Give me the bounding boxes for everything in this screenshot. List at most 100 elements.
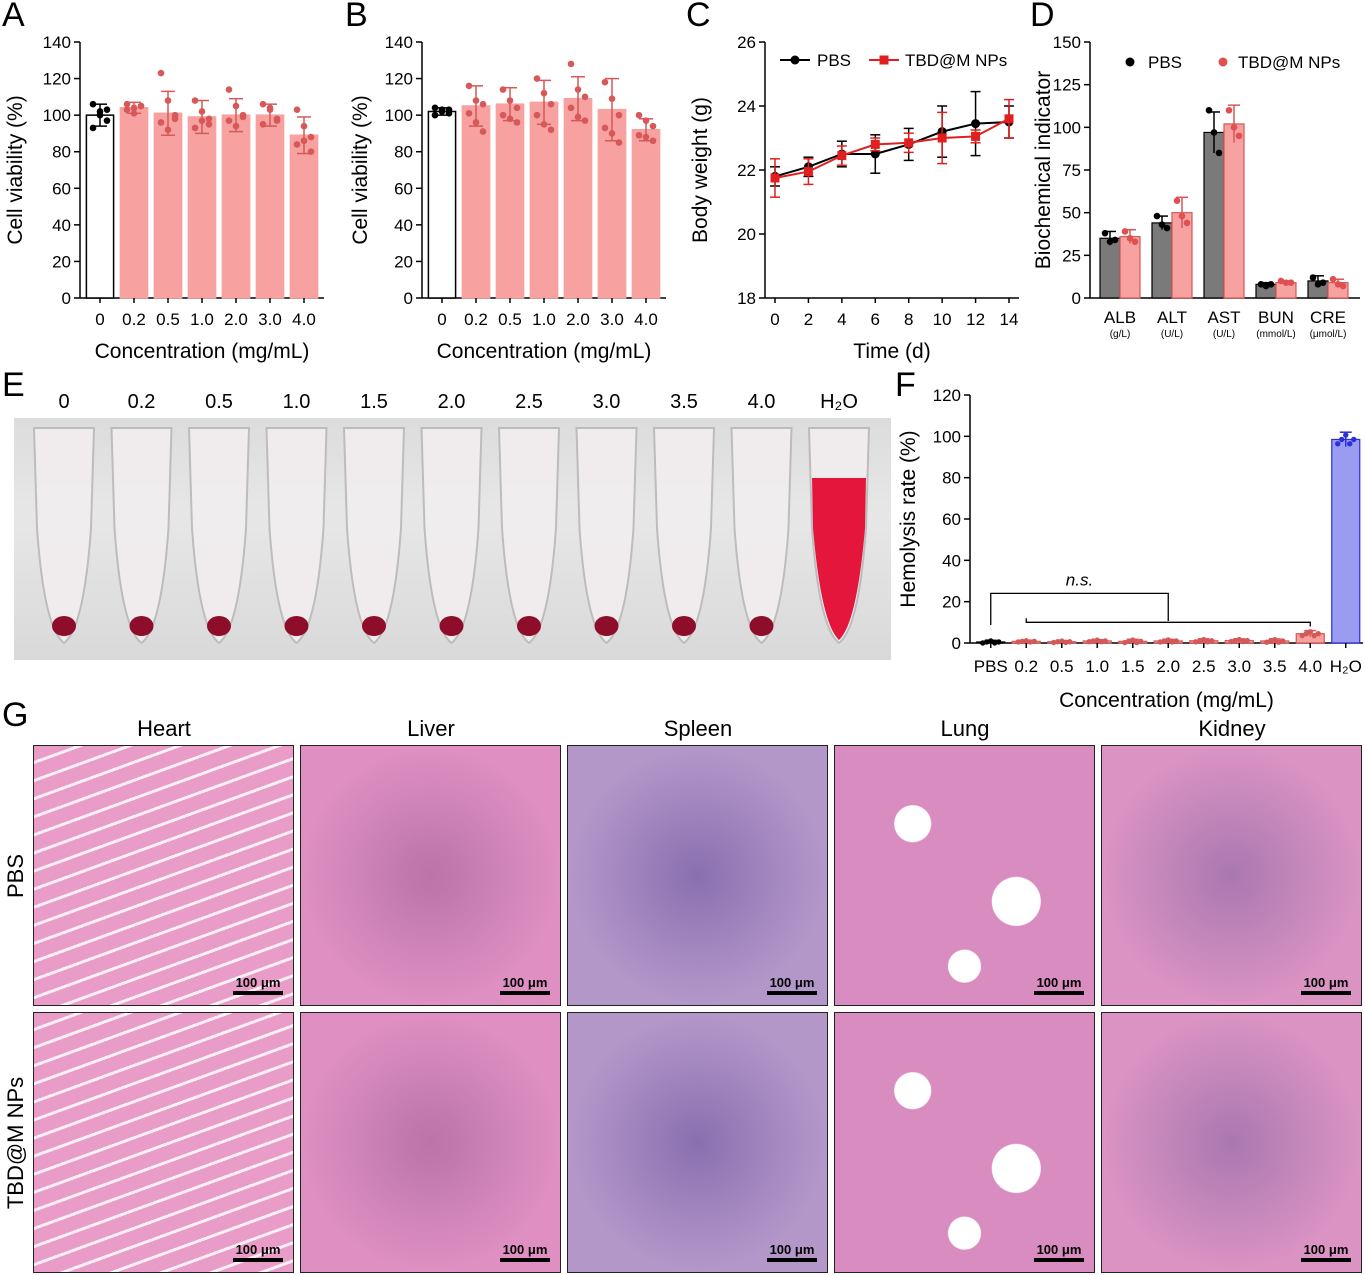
F-data-point	[1339, 436, 1345, 443]
F-x-tick-label: 2.5	[1192, 657, 1216, 676]
C-data-point	[803, 167, 813, 177]
tube	[420, 427, 483, 645]
C-y-tick-label: 18	[737, 289, 756, 308]
scale-bar-line	[233, 1258, 283, 1262]
F-data-point	[1244, 637, 1250, 644]
A-x-tick-label: 0	[95, 310, 104, 329]
B-data-point	[649, 122, 657, 130]
B-bar	[495, 103, 525, 299]
A-data-point	[164, 126, 172, 134]
F-bar	[1331, 438, 1361, 644]
B-data-point	[540, 120, 548, 128]
D-x-tick-label: CRE	[1310, 308, 1346, 327]
D-legend-label: PBS	[1148, 53, 1182, 72]
tube-pellet	[362, 616, 386, 636]
B-data-point	[533, 75, 541, 82]
panel-label-a: A	[2, 0, 25, 34]
B-y-tick-label: 40	[394, 216, 413, 235]
tube-pellet	[672, 616, 696, 636]
C-x-tick-label: 10	[933, 310, 952, 329]
F-data-point	[1086, 638, 1092, 645]
D-y-tick-label: 75	[1062, 161, 1081, 180]
A-bar	[221, 114, 251, 299]
A-data-point	[225, 86, 233, 93]
F-x-tick-label: H₂O	[1330, 657, 1362, 676]
scale-bar-label: 100 μm	[1036, 1242, 1082, 1257]
B-data-point	[438, 108, 446, 115]
tube-label: 3.0	[593, 391, 621, 413]
B-bar	[461, 105, 491, 299]
C-legend-marker	[790, 55, 800, 65]
F-data-point	[1343, 432, 1349, 438]
C-data-point	[1004, 114, 1014, 124]
B-data-point	[431, 111, 439, 119]
panel-label-c: C	[686, 0, 711, 34]
A-y-tick-label: 60	[52, 179, 71, 198]
B-data-point	[567, 60, 575, 68]
tube-label: 0.2	[128, 391, 156, 413]
A-data-point	[307, 133, 315, 141]
tube-pellet	[207, 616, 231, 636]
scale-bar-line	[500, 1258, 550, 1262]
histology-panel: 100 μm	[567, 745, 828, 1006]
B-data-point	[445, 106, 453, 113]
D-data-point	[1329, 275, 1337, 283]
A-data-point	[307, 148, 315, 156]
B-data-point	[608, 95, 616, 102]
F-data-point	[1090, 638, 1096, 644]
histology-column-title: Lung	[940, 716, 990, 741]
B-y-label: Cell viability (%)	[349, 95, 372, 244]
B-data-point	[574, 113, 582, 121]
B-y-tick-label: 120	[385, 70, 413, 89]
C-data-point	[971, 131, 981, 141]
tube-pellet	[517, 616, 541, 636]
A-bar	[289, 134, 319, 299]
F-data-point	[1209, 638, 1215, 644]
A-data-point	[198, 108, 206, 115]
A-y-tick-label: 80	[52, 143, 71, 162]
B-data-point	[615, 139, 623, 146]
B-data-point	[479, 128, 487, 135]
tube	[187, 427, 251, 645]
A-x-tick-label: 1.0	[190, 310, 214, 329]
scale-bar: 100 μm	[1301, 975, 1351, 995]
B-data-point	[581, 117, 589, 124]
D-data-point	[1183, 219, 1191, 227]
C-x-tick-label: 8	[904, 310, 913, 329]
B-data-point	[540, 89, 548, 97]
histology-panel: 100 μm	[567, 1012, 828, 1273]
A-data-point	[198, 117, 206, 124]
A-y-tick-label: 100	[43, 106, 71, 125]
A-data-point	[232, 122, 240, 130]
D-data-point	[1111, 236, 1119, 244]
D-data-point	[1257, 281, 1265, 288]
D-data-point	[1235, 132, 1243, 140]
B-data-point	[465, 110, 473, 117]
F-x-tick-label: PBS	[974, 657, 1008, 676]
A-data-point	[96, 111, 104, 119]
histology-panel: 100 μm	[33, 745, 294, 1006]
C-y-label: Body weight (g)	[689, 97, 712, 243]
scale-bar: 100 μm	[1301, 1242, 1351, 1262]
histology-panel: 100 μm	[834, 1012, 1095, 1273]
scale-bar-line	[767, 1258, 817, 1262]
A-data-point	[123, 106, 131, 113]
D-y-tick-label: 125	[1053, 76, 1081, 95]
A-data-point	[103, 106, 111, 113]
C-series-line	[774, 117, 1010, 179]
D-bar	[1099, 237, 1121, 299]
B-data-point	[601, 78, 609, 86]
C-x-tick-label: 4	[837, 310, 846, 329]
D-x-unit-label: (U/L)	[1213, 329, 1235, 340]
D-data-point	[1126, 234, 1134, 242]
tube-drawing	[32, 427, 871, 645]
C-data-point	[971, 119, 981, 129]
D-data-point	[1173, 197, 1181, 205]
tube-label: H₂O	[820, 391, 858, 413]
B-data-point	[642, 133, 650, 141]
C-y-tick-label: 22	[737, 161, 756, 180]
F-data-point	[1067, 639, 1073, 645]
F-y-tick-label: 120	[933, 386, 961, 405]
F-annotation: n.s.	[1066, 570, 1093, 589]
